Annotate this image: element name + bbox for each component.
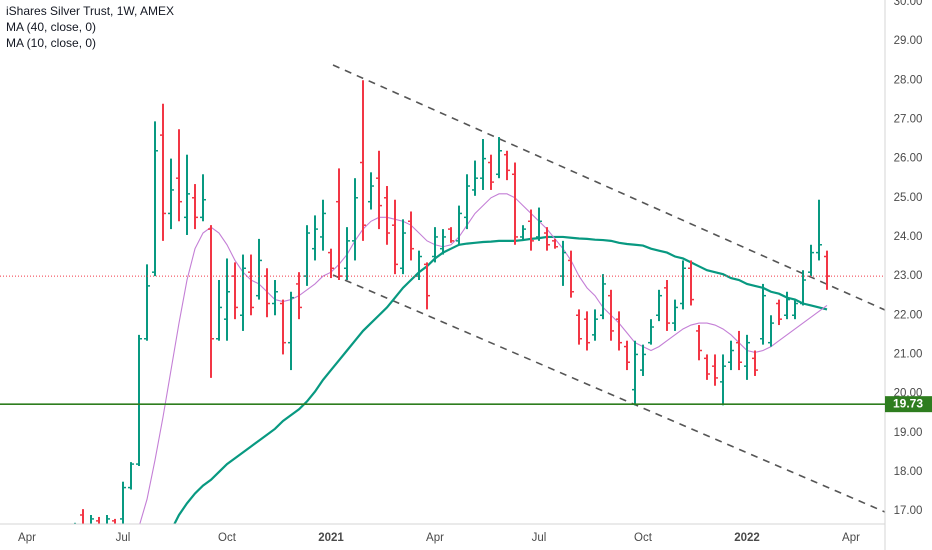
x-tick-label: Oct xyxy=(634,532,653,544)
plot-area xyxy=(0,64,885,524)
y-tick-label: 28.00 xyxy=(894,74,923,86)
x-tick-label: Jul xyxy=(116,532,131,544)
y-tick-label: 18.00 xyxy=(894,466,923,478)
y-tick-label: 19.00 xyxy=(894,427,923,439)
x-tick-label: Jul xyxy=(532,532,547,544)
y-tick-label: 29.00 xyxy=(894,35,923,47)
x-tick-label: Oct xyxy=(218,532,237,544)
y-tick-label: 24.00 xyxy=(894,231,923,243)
x-tick-label: Apr xyxy=(18,532,36,544)
trend-line-upper xyxy=(332,64,885,311)
legend-entry: MA (10, close, 0) xyxy=(6,36,96,50)
x-tick-label: Apr xyxy=(426,532,444,544)
y-tick-label: 17.00 xyxy=(894,505,923,517)
x-tick-label: 2022 xyxy=(734,532,760,544)
y-tick-label: 26.00 xyxy=(894,153,923,165)
x-tick-label: Apr xyxy=(842,532,860,544)
trend-line-lower xyxy=(332,274,885,513)
y-tick-label: 22.00 xyxy=(894,309,923,321)
legend-entry: MA (40, close, 0) xyxy=(6,20,96,34)
y-tick-label: 23.00 xyxy=(894,270,923,282)
price-label: 19.73 xyxy=(893,396,923,410)
x-tick-label: 2021 xyxy=(318,532,344,544)
y-tick-label: 25.00 xyxy=(894,192,923,204)
chart-title: iShares Silver Trust, 1W, AMEX xyxy=(6,4,174,18)
y-tick-label: 27.00 xyxy=(894,113,923,125)
y-tick-label: 30.00 xyxy=(894,0,923,8)
axes: 17.0018.0019.0020.0021.0022.0023.0024.00… xyxy=(18,0,922,544)
price-label-box xyxy=(885,396,932,413)
moving-average-line xyxy=(173,235,828,524)
y-tick-label: 21.00 xyxy=(894,348,923,360)
